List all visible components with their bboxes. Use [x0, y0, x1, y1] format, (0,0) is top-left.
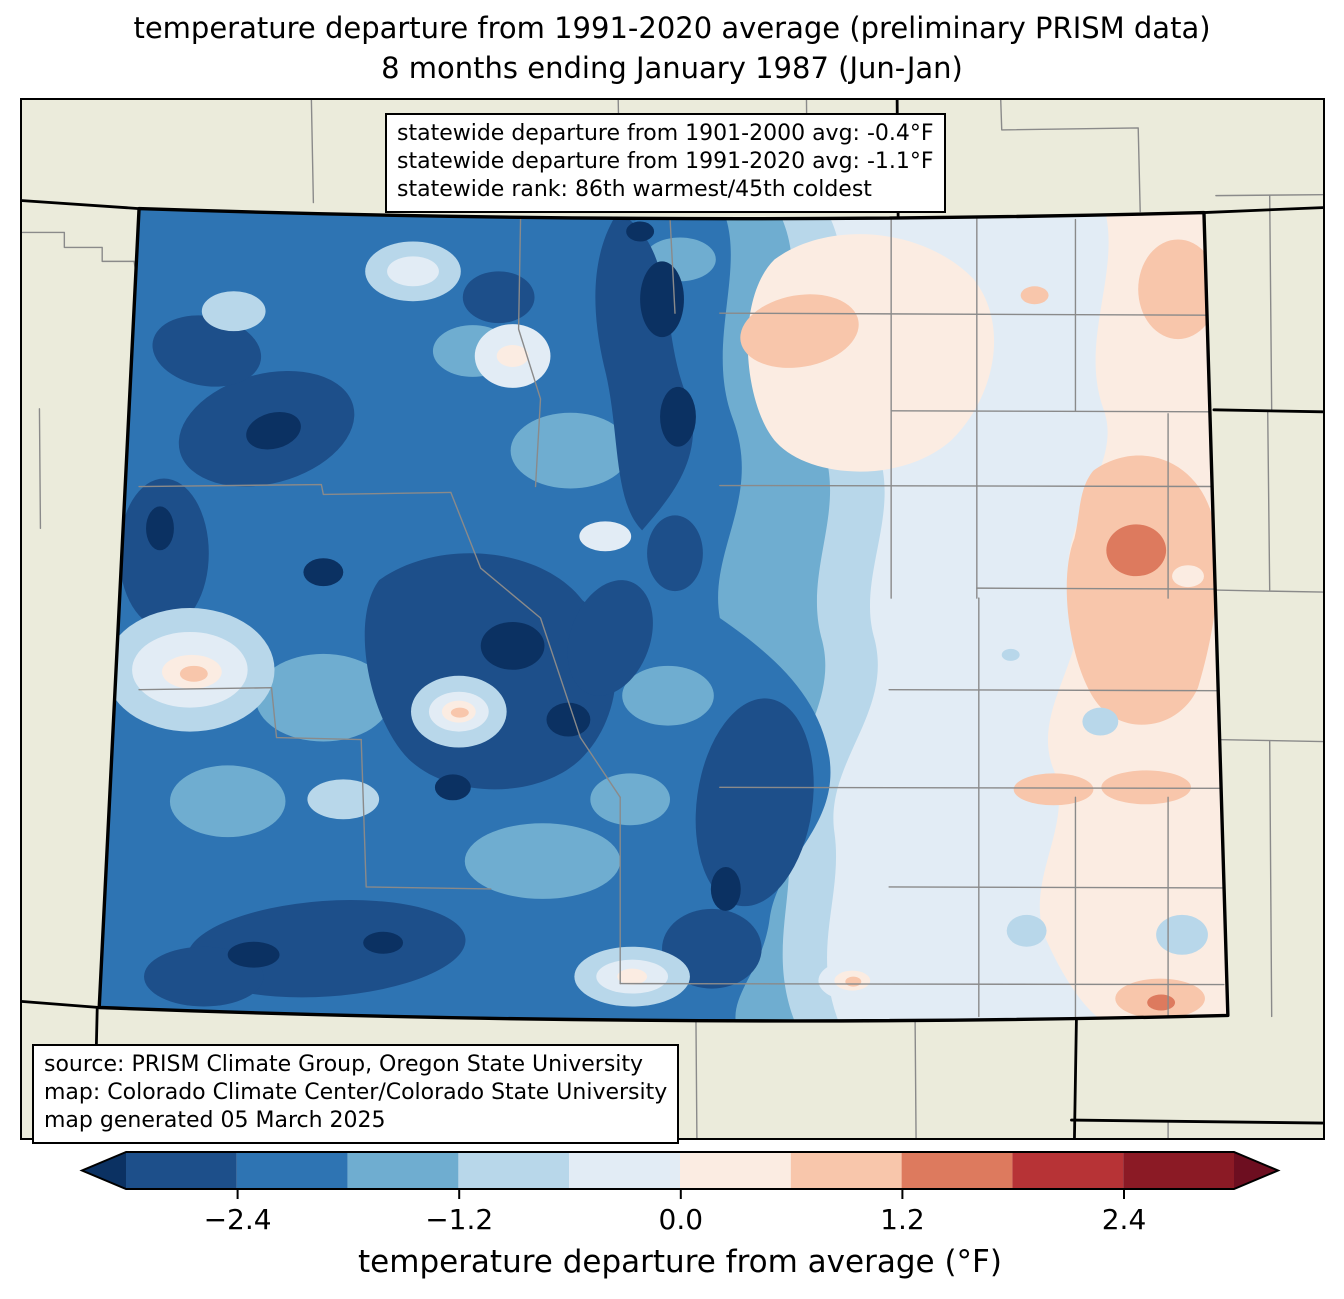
colorado-map — [22, 100, 1323, 1138]
colorbar-tick-labels: −2.4 −1.2 0.0 1.2 2.4 — [204, 1203, 1147, 1236]
colorbar-tick-marks — [236, 1189, 1125, 1199]
generated-date-line: map generated 05 March 2025 — [44, 1108, 386, 1133]
colorado-county-lines — [138, 216, 1225, 1018]
statewide-stats-box: statewide departure from 1901-2000 avg: … — [385, 113, 946, 213]
stats-line-1991-2020: statewide departure from 1991-2020 avg: … — [397, 149, 934, 174]
title-line-1: temperature departure from 1991-2020 ave… — [133, 11, 1211, 45]
colorbar-outline — [79, 1151, 1281, 1190]
stats-line-1901-2000: statewide departure from 1901-2000 avg: … — [397, 121, 934, 146]
neighbor-county-lines — [22, 100, 1323, 1138]
source-box: source: PRISM Climate Group, Oregon Stat… — [32, 1044, 680, 1144]
colorbar: −2.4 −1.2 0.0 1.2 2.4 temperature depart… — [79, 1151, 1281, 1280]
figure-title: temperature departure from 1991-2020 ave… — [0, 8, 1344, 88]
colorbar-axis-label: temperature departure from average (°F) — [358, 1244, 1002, 1280]
source-line: source: PRISM Climate Group, Oregon Stat… — [44, 1052, 644, 1077]
tick-neg-2-4: −2.4 — [204, 1203, 272, 1236]
map-credit-line: map: Colorado Climate Center/Colorado St… — [44, 1080, 668, 1105]
contour-fills — [99, 208, 1228, 1021]
tick-neg-1-2: −1.2 — [425, 1203, 493, 1236]
colorbar-over-arrow — [1234, 1152, 1278, 1189]
colorbar-segments — [126, 1152, 1234, 1189]
tick-pos-1-2: 1.2 — [880, 1203, 925, 1236]
title-line-2: 8 months ending January 1987 (Jun-Jan) — [381, 51, 963, 85]
map-axes-frame: statewide departure from 1901-2000 avg: … — [20, 98, 1325, 1144]
warm-areas-east — [740, 208, 1228, 1021]
colorbar-under-arrow — [82, 1152, 126, 1189]
colorado-state-border — [97, 206, 1230, 1023]
stats-line-rank: statewide rank: 86th warmest/45th coldes… — [397, 177, 872, 202]
tick-zero: 0.0 — [659, 1203, 704, 1236]
tick-pos-2-4: 2.4 — [1102, 1203, 1147, 1236]
